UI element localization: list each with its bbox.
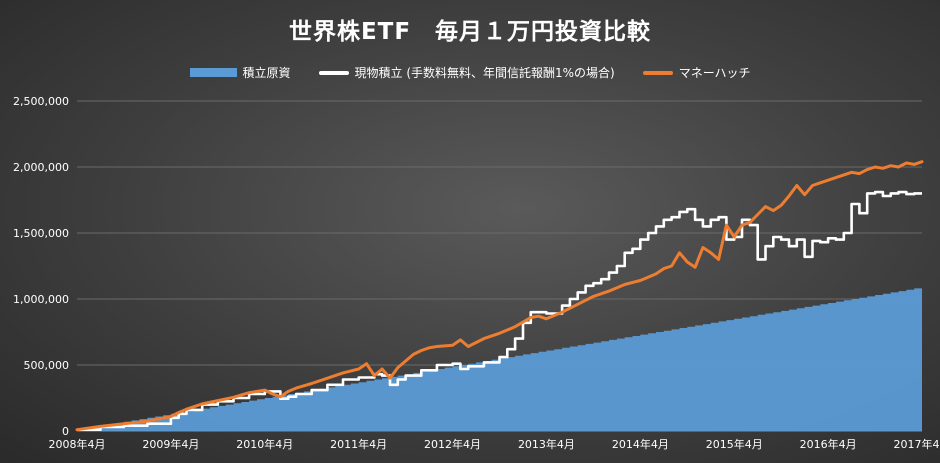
x-tick-label: 2012年4月 xyxy=(424,437,481,451)
legend-swatch-principal xyxy=(189,68,237,77)
legend-item-spot: 現物積立 (手数料無料、年間信託報酬1%の場合) xyxy=(318,64,615,81)
x-tick-label: 2008年4月 xyxy=(49,437,106,451)
x-tick-label: 2014年4月 xyxy=(612,437,669,451)
x-tick-label: 2010年4月 xyxy=(236,437,293,451)
legend: 積立原資 現物積立 (手数料無料、年間信託報酬1%の場合) マネーハッチ xyxy=(0,64,940,81)
y-tick-label: 0 xyxy=(62,425,69,438)
legend-item-moneyhatch: マネーハッチ xyxy=(642,64,751,81)
series-line-moneyhatch xyxy=(75,160,924,432)
series-line-spot xyxy=(77,190,922,431)
legend-item-principal: 積立原資 xyxy=(189,64,291,81)
legend-label-moneyhatch: マネーハッチ xyxy=(678,66,751,80)
x-tick-label: 2009年4月 xyxy=(142,437,199,451)
chart-title: 世界株ETF 毎月１万円投資比較 xyxy=(288,19,652,45)
x-tick-label: 2015年4月 xyxy=(706,437,763,451)
x-tick-label: 2017年4月 xyxy=(894,437,940,451)
y-tick-label: 1,500,000 xyxy=(13,227,69,240)
y-tick-label: 2,500,000 xyxy=(13,95,69,108)
y-tick-label: 500,000 xyxy=(24,359,70,372)
legend-swatch-spot xyxy=(318,70,349,75)
y-tick-label: 1,000,000 xyxy=(13,293,69,306)
x-tick-label: 2016年4月 xyxy=(800,437,857,451)
x-tick-label: 2011年4月 xyxy=(330,437,387,451)
legend-swatch-moneyhatch xyxy=(642,70,673,75)
x-tick-label: 2013年4月 xyxy=(518,437,575,451)
legend-label-principal: 積立原資 xyxy=(242,66,291,80)
legend-label-spot: 現物積立 (手数料無料、年間信託報酬1%の場合) xyxy=(354,66,615,80)
y-tick-label: 2,000,000 xyxy=(13,161,69,174)
